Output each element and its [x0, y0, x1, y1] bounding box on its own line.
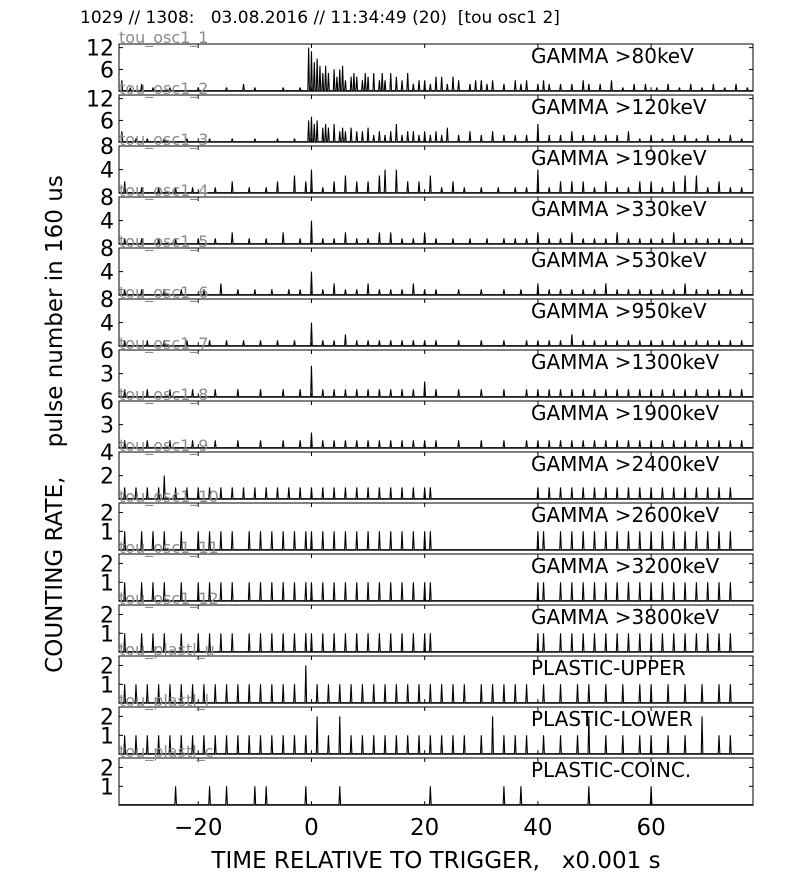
x-tick-label: 40: [523, 815, 552, 841]
y-tick-label: 2: [100, 465, 114, 490]
channel-tag: tou_osc1_11: [119, 538, 219, 558]
x-axis-label: TIME RELATIVE TO TRIGGER, x0.001 s: [211, 848, 661, 874]
y-tick-label: 1: [100, 622, 114, 647]
panel-title: GAMMA >3800keV: [531, 605, 720, 629]
y-tick-label: 2: [100, 552, 114, 577]
panel-title: GAMMA >1300keV: [531, 350, 720, 374]
channel-tag: tou_osc1_9: [119, 436, 208, 456]
y-tick-label: 2: [100, 603, 114, 628]
panel-frame: [118, 94, 754, 143]
y-tick-label: 12: [86, 37, 114, 62]
series-trace: [119, 116, 753, 143]
channel-tag: tou_plastl_l: [119, 691, 209, 711]
panel-title: GAMMA >80keV: [531, 44, 694, 68]
y-axis-label-text: COUNTING RATE, pulse number in 160 us: [42, 175, 68, 673]
series-trace: [119, 169, 753, 194]
y-tick-label: 8: [100, 186, 114, 211]
y-tick-label: 1: [100, 673, 114, 698]
series-trace: [119, 47, 753, 92]
series-trace: [119, 322, 753, 347]
series-trace: [119, 665, 753, 704]
y-tick-label: 4: [100, 441, 114, 466]
channel-tag: tou_osc1_12: [119, 589, 219, 609]
x-tick-label: 20: [410, 815, 439, 841]
x-tick-label: −20: [174, 815, 223, 841]
panel-title: GAMMA >190keV: [531, 146, 707, 170]
y-tick-label: 4: [100, 312, 114, 337]
y-tick-label: 4: [100, 159, 114, 184]
series-trace: [119, 582, 753, 602]
y-tick-label: 6: [100, 58, 114, 83]
x-tick-label: 0: [304, 815, 319, 841]
series-trace: [119, 786, 753, 806]
y-tick-label: 8: [100, 135, 114, 160]
panel-title: GAMMA >950keV: [531, 299, 707, 323]
channel-tag: tou_osc1_4: [119, 181, 208, 201]
y-tick-label: 8: [100, 237, 114, 262]
panel-title: GAMMA >330keV: [531, 197, 707, 221]
y-tick-label: 4: [100, 261, 114, 286]
channel-tag: tou_osc1_1: [119, 28, 208, 48]
channel-tag: tou_osc1_8: [119, 385, 208, 405]
channel-tag: tou_osc1_7: [119, 334, 208, 354]
y-tick-label: 6: [100, 109, 114, 134]
series-trace: [119, 365, 753, 398]
y-tick-label: 3: [100, 363, 114, 388]
panel-title: PLASTIC-LOWER: [531, 707, 693, 731]
y-tick-label: 1: [100, 520, 114, 545]
y-tick-label: 12: [86, 88, 114, 113]
y-tick-label: 2: [100, 501, 114, 526]
panel-title: GAMMA >3200keV: [531, 554, 720, 578]
panel-title: PLASTIC-COINC.: [531, 758, 691, 782]
y-tick-label: 1: [100, 775, 114, 800]
y-tick-label: 2: [100, 705, 114, 730]
panel-title: GAMMA >1900keV: [531, 401, 720, 425]
y-tick-label: 8: [100, 288, 114, 313]
channel-tag: tou_plastl_c: [119, 742, 213, 762]
x-tick-label: 60: [636, 815, 665, 841]
y-tick-label: 1: [100, 724, 114, 749]
panel-title: GAMMA >120keV: [531, 95, 707, 119]
panel-title: PLASTIC-UPPER: [531, 656, 686, 680]
channel-tag: tou_osc1_5: [119, 232, 208, 252]
series-trace: [119, 220, 753, 245]
series-trace: [119, 716, 753, 755]
y-tick-label: 2: [100, 654, 114, 679]
y-tick-label: 2: [100, 756, 114, 781]
channel-tag: tou_osc1_10: [119, 487, 219, 507]
y-tick-label: 6: [100, 390, 114, 415]
panel-title: GAMMA >2400keV: [531, 452, 720, 476]
y-tick-label: 4: [100, 210, 114, 235]
channel-tag: tou_osc1_3: [119, 130, 208, 150]
y-tick-label: 3: [100, 414, 114, 439]
series-trace: [119, 475, 753, 500]
series-trace: [119, 633, 753, 653]
series-trace: [119, 432, 753, 449]
channel-tag: tou_plastl_u: [119, 640, 215, 660]
panel-frame: [118, 43, 754, 92]
panel-title: GAMMA >2600keV: [531, 503, 720, 527]
series-trace: [119, 271, 753, 296]
y-tick-label: 1: [100, 571, 114, 596]
y-tick-label: 6: [100, 339, 114, 364]
channel-tag: tou_osc1_6: [119, 283, 208, 303]
panel-title: GAMMA >530keV: [531, 248, 707, 272]
series-trace: [119, 531, 753, 551]
channel-tag: tou_osc1_2: [119, 79, 208, 99]
run-header: 1029 // 1308: 03.08.2016 // 11:34:49 (20…: [80, 8, 560, 28]
